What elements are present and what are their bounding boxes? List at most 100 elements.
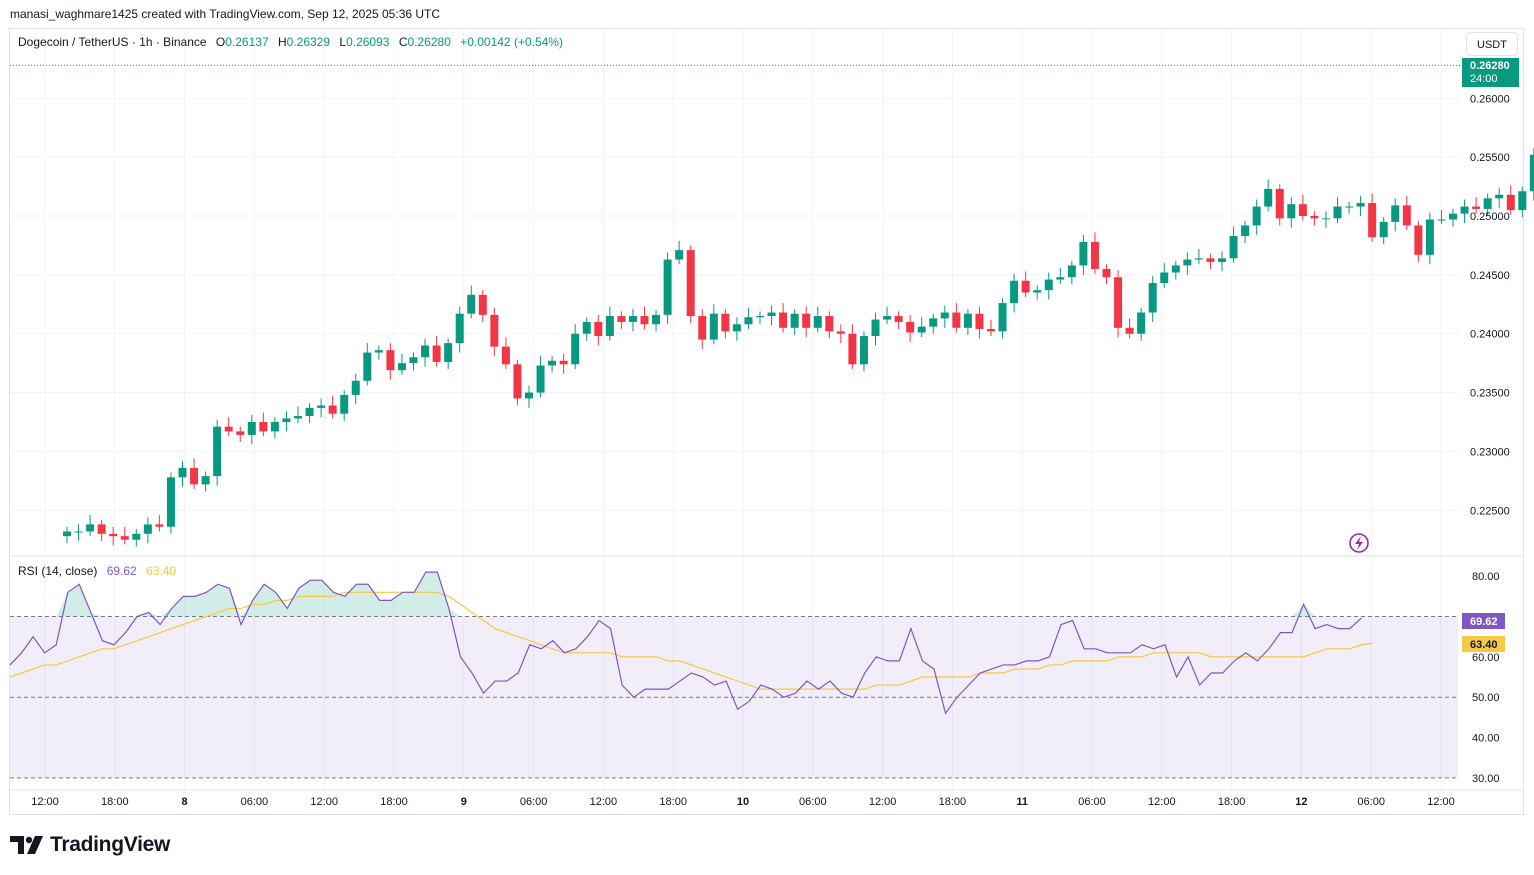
rsi-axis[interactable]: 80.00 60.00 50.00 40.00 30.00 [10, 571, 1524, 791]
tradingview-logo[interactable]: TradingView [10, 832, 170, 858]
candle[interactable] [1379, 217, 1388, 245]
candle[interactable] [594, 314, 603, 346]
candle[interactable] [259, 412, 268, 437]
candle[interactable] [1010, 273, 1019, 313]
candle[interactable] [270, 417, 279, 439]
candle[interactable] [1148, 276, 1157, 322]
candle[interactable] [478, 290, 487, 322]
candle[interactable] [790, 308, 799, 335]
candle[interactable] [1333, 197, 1342, 224]
candle[interactable] [1518, 186, 1527, 218]
candle[interactable] [675, 240, 684, 265]
candle[interactable] [1137, 307, 1146, 341]
candle[interactable] [1171, 260, 1180, 280]
candle[interactable] [386, 343, 395, 380]
candle[interactable] [859, 331, 868, 372]
candle[interactable] [351, 373, 360, 405]
candle[interactable] [1241, 220, 1250, 244]
candle[interactable] [317, 398, 326, 418]
time-axis[interactable]: 12:00 18:00 8 06:00 12:00 18:00 9 06:00 12:00 18:… [31, 796, 1455, 808]
candle[interactable] [975, 306, 984, 339]
candle[interactable] [906, 314, 915, 342]
candle[interactable] [444, 338, 453, 370]
candle[interactable] [767, 305, 776, 326]
candle[interactable] [963, 308, 972, 335]
candle[interactable] [1252, 199, 1261, 235]
candle[interactable] [490, 307, 499, 357]
candle[interactable] [1391, 198, 1400, 232]
currency-unit-button[interactable]: USDT [1466, 32, 1518, 56]
candle[interactable] [871, 312, 880, 346]
candle[interactable] [744, 307, 753, 329]
candle[interactable] [883, 306, 892, 325]
candle[interactable] [1033, 285, 1042, 300]
candle[interactable] [397, 353, 406, 375]
candle[interactable] [987, 319, 995, 337]
candle[interactable] [63, 526, 71, 544]
candle[interactable] [467, 285, 476, 319]
candle[interactable] [1345, 201, 1354, 214]
candle[interactable] [305, 403, 314, 424]
candle[interactable] [97, 519, 106, 541]
candle[interactable] [998, 298, 1007, 339]
candle[interactable] [1218, 251, 1226, 272]
candle[interactable] [1460, 199, 1469, 224]
candle[interactable] [1368, 193, 1377, 242]
candle[interactable] [836, 324, 845, 344]
candle[interactable] [155, 514, 164, 532]
candle[interactable] [628, 308, 637, 332]
candle[interactable] [1206, 253, 1215, 269]
candle[interactable] [1160, 263, 1169, 288]
candle[interactable] [363, 343, 372, 386]
candle[interactable] [1125, 318, 1134, 339]
lightning-icon[interactable] [1349, 533, 1369, 553]
candle[interactable] [166, 472, 175, 534]
candle[interactable] [501, 337, 510, 370]
candle[interactable] [328, 396, 337, 419]
symbol-legend[interactable]: Dogecoin / TetherUS · 1h · Binance O0.26… [18, 35, 563, 49]
candle[interactable] [455, 306, 464, 353]
candle[interactable] [929, 313, 938, 334]
candle[interactable] [74, 524, 83, 541]
candle[interactable] [605, 306, 614, 341]
candle[interactable] [525, 385, 533, 408]
candle[interactable] [1356, 195, 1365, 216]
candle[interactable] [513, 359, 522, 406]
candle[interactable] [1402, 195, 1411, 231]
candle[interactable] [1529, 147, 1534, 201]
candle[interactable] [813, 306, 822, 333]
candle[interactable] [1090, 232, 1099, 274]
candle[interactable] [698, 308, 707, 350]
candle[interactable] [190, 458, 199, 490]
candle[interactable] [1287, 197, 1296, 228]
candle[interactable] [663, 252, 672, 325]
candle[interactable] [1298, 194, 1307, 221]
candle[interactable] [756, 311, 764, 325]
candle[interactable] [236, 426, 245, 442]
rsi-legend[interactable]: RSI (14, close) 69.62 63.40 [18, 564, 176, 578]
candle[interactable] [1183, 252, 1192, 275]
candle[interactable] [409, 352, 418, 371]
candle[interactable] [1264, 179, 1273, 212]
candle[interactable] [652, 310, 661, 332]
candle[interactable] [1321, 211, 1330, 228]
candle[interactable] [894, 311, 903, 329]
candle[interactable] [282, 411, 291, 432]
candle[interactable] [120, 526, 129, 545]
candle[interactable] [109, 526, 118, 546]
candle[interactable] [571, 324, 580, 370]
candle[interactable] [779, 303, 788, 333]
candle[interactable] [1067, 260, 1076, 285]
candle[interactable] [1114, 270, 1123, 338]
candle[interactable] [1495, 187, 1504, 208]
candle[interactable] [1425, 212, 1434, 265]
candle[interactable] [617, 311, 626, 329]
candle[interactable] [1472, 197, 1481, 214]
candle[interactable] [213, 419, 222, 486]
candle[interactable] [825, 311, 834, 339]
candle[interactable] [709, 304, 718, 345]
candle[interactable] [940, 305, 949, 328]
candle[interactable] [721, 308, 730, 339]
candle[interactable] [559, 353, 568, 374]
